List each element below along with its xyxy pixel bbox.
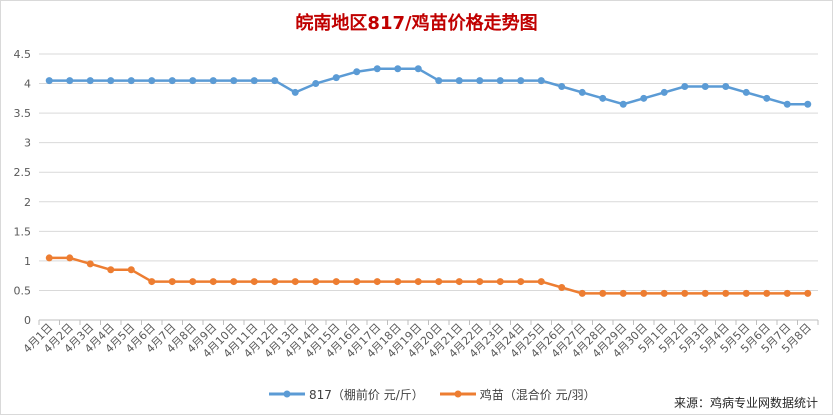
data-point-0 (168, 77, 176, 85)
data-point-1 (517, 278, 525, 286)
legend-swatch-817 (269, 390, 305, 398)
y-tick-label: 4 (24, 78, 31, 91)
data-point-0 (804, 100, 812, 108)
legend-item-817: 817（棚前价 元/斤） (269, 386, 424, 403)
data-point-0 (209, 77, 217, 85)
data-point-0 (373, 65, 381, 73)
data-point-1 (332, 278, 340, 286)
data-point-0 (148, 77, 156, 85)
series-line-0 (49, 67, 808, 106)
data-point-1 (476, 278, 484, 286)
data-point-1 (127, 266, 135, 274)
y-tick-label: 1.5 (14, 225, 32, 238)
source-note: 来源：鸡病专业网数据统计 (673, 396, 818, 410)
data-point-1 (291, 278, 299, 286)
data-point-1 (271, 278, 279, 286)
legend-swatch-chick (439, 390, 476, 398)
data-point-1 (701, 289, 709, 297)
data-point-1 (640, 289, 648, 297)
y-tick-label: 0 (24, 314, 31, 327)
data-point-1 (394, 278, 402, 286)
data-point-1 (804, 289, 812, 297)
chart-title: 皖南地区817/鸡苗价格走势图 (295, 13, 538, 34)
data-point-0 (496, 77, 504, 85)
data-point-0 (578, 88, 586, 96)
y-tick-label: 0.5 (14, 284, 32, 297)
data-point-1 (66, 254, 74, 262)
y-tick-label: 4.5 (14, 48, 32, 61)
data-point-1 (148, 278, 156, 286)
y-tick-label: 2.5 (14, 166, 32, 179)
data-point-1 (86, 260, 94, 268)
data-point-0 (517, 77, 525, 85)
data-point-0 (271, 77, 279, 85)
y-tick-label: 2 (24, 196, 31, 209)
data-point-0 (537, 77, 545, 85)
data-point-0 (332, 74, 340, 82)
data-point-0 (660, 88, 668, 96)
legend: 817（棚前价 元/斤） 鸡苗（混合价 元/羽） (269, 386, 612, 402)
data-point-1 (578, 289, 586, 297)
data-point-0 (127, 77, 135, 85)
data-point-1 (742, 289, 750, 297)
data-point-0 (394, 65, 402, 73)
data-point-1 (619, 289, 627, 297)
data-point-1 (496, 278, 504, 286)
data-point-0 (476, 77, 484, 85)
data-point-1 (763, 289, 771, 297)
data-point-1 (455, 278, 463, 286)
data-point-1 (189, 278, 197, 286)
data-point-0 (414, 65, 422, 73)
data-point-0 (558, 83, 566, 91)
data-point-0 (86, 77, 94, 85)
data-point-1 (783, 289, 791, 297)
data-point-0 (66, 77, 74, 85)
data-point-1 (373, 278, 381, 286)
data-point-0 (722, 83, 730, 91)
data-point-0 (783, 100, 791, 108)
data-point-0 (353, 68, 361, 76)
data-point-1 (209, 278, 217, 286)
data-point-0 (291, 88, 299, 96)
data-point-0 (763, 94, 771, 102)
data-point-0 (250, 77, 258, 85)
data-point-0 (312, 80, 320, 88)
legend-item-chick: 鸡苗（混合价 元/羽） (439, 386, 596, 403)
data-point-1 (107, 266, 115, 274)
data-point-1 (537, 278, 545, 286)
data-point-1 (250, 278, 258, 286)
data-point-0 (701, 83, 709, 91)
y-tick-label: 3 (24, 137, 31, 150)
data-point-1 (230, 278, 238, 286)
data-point-1 (353, 278, 361, 286)
data-point-0 (435, 77, 443, 85)
y-tick-label: 3.5 (14, 107, 32, 120)
data-point-0 (455, 77, 463, 85)
data-point-1 (435, 278, 443, 286)
data-point-0 (599, 94, 607, 102)
data-point-1 (681, 289, 689, 297)
data-point-1 (414, 278, 422, 286)
data-point-0 (681, 83, 689, 91)
data-point-0 (189, 77, 197, 85)
data-point-1 (599, 289, 607, 297)
legend-label-817: 817（棚前价 元/斤） (309, 387, 424, 402)
data-point-1 (558, 283, 566, 291)
data-point-1 (45, 254, 53, 262)
data-point-0 (619, 100, 627, 108)
data-point-0 (107, 77, 115, 85)
series-line-1 (49, 256, 808, 295)
data-point-0 (640, 94, 648, 102)
y-tick-label: 1 (24, 255, 31, 268)
data-point-1 (722, 289, 730, 297)
data-point-1 (312, 278, 320, 286)
data-point-0 (742, 88, 750, 96)
data-point-1 (168, 278, 176, 286)
legend-label-chick: 鸡苗（混合价 元/羽） (479, 387, 596, 402)
data-point-0 (230, 77, 238, 85)
data-point-1 (660, 289, 668, 297)
data-point-0 (45, 77, 53, 85)
